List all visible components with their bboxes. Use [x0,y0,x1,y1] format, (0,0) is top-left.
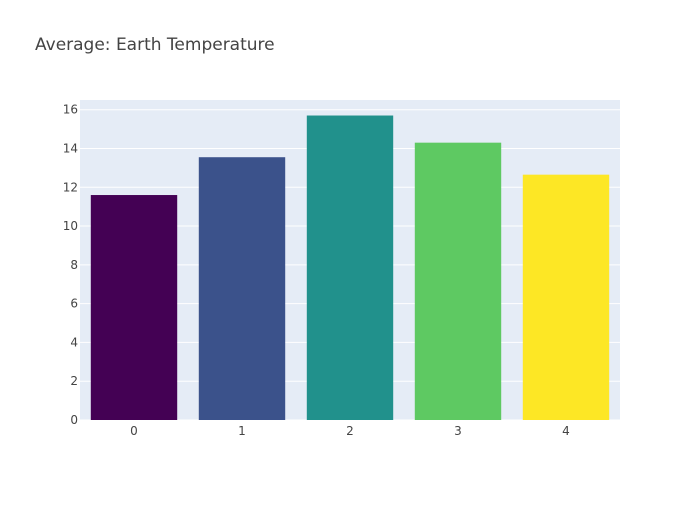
y-tick-label: 10 [63,219,78,233]
y-tick-label: 12 [63,180,78,194]
y-tick-label: 0 [70,413,78,427]
y-tick-label: 14 [63,141,78,155]
bar-1[interactable] [198,157,286,420]
y-tick-label: 6 [70,297,78,311]
y-tick-label: 2 [70,374,78,388]
bar-2[interactable] [306,115,394,421]
x-axis-ticks: 0 1 2 3 4 [130,424,570,438]
y-tick-label: 16 [63,103,78,117]
bar-0[interactable] [90,195,178,420]
y-axis-ticks: 0 2 4 6 8 10 12 14 16 [63,103,78,427]
x-tick-label: 1 [238,424,246,438]
bars [90,115,610,421]
bar-3[interactable] [414,142,502,420]
y-tick-label: 8 [70,258,78,272]
x-tick-label: 3 [454,424,462,438]
bar-4[interactable] [522,174,610,420]
y-tick-label: 4 [70,335,78,349]
chart-title: Average: Earth Temperature [35,35,275,55]
x-tick-label: 4 [562,424,570,438]
x-tick-label: 2 [346,424,354,438]
x-tick-label: 0 [130,424,138,438]
